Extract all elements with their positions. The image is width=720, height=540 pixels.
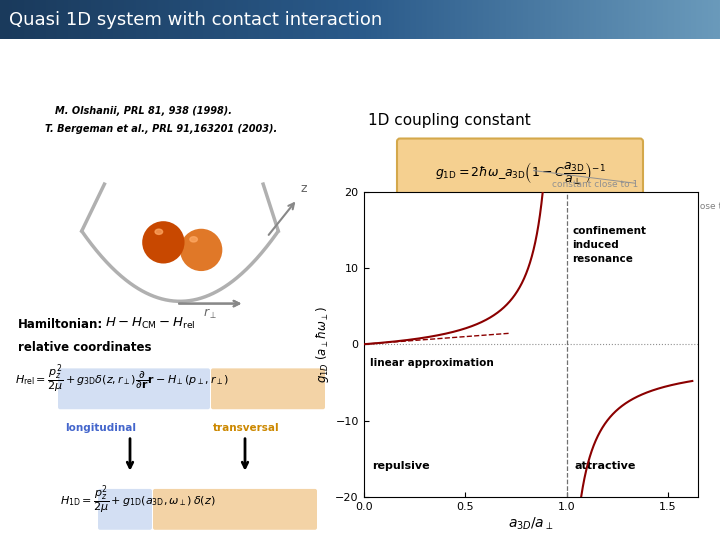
Text: longitudinal: longitudinal (65, 422, 136, 433)
FancyBboxPatch shape (58, 368, 210, 409)
Text: M. Olshanii, PRL 81, 938 (1998).: M. Olshanii, PRL 81, 938 (1998). (55, 106, 232, 116)
Text: relative coordinates: relative coordinates (18, 341, 151, 354)
Circle shape (142, 221, 184, 264)
Text: attractive: attractive (575, 461, 636, 471)
Text: 1D coupling constant: 1D coupling constant (368, 113, 531, 128)
Text: confinement
induced
resonance: confinement induced resonance (572, 226, 647, 264)
Text: repulsive: repulsive (372, 461, 429, 471)
FancyBboxPatch shape (397, 139, 643, 211)
Text: Quasi 1D system with contact interaction: Quasi 1D system with contact interaction (9, 11, 382, 30)
FancyBboxPatch shape (98, 489, 152, 530)
Y-axis label: $g_{1D}$ $(a_{\perp}\hbar\omega_{\perp})$: $g_{1D}$ $(a_{\perp}\hbar\omega_{\perp})… (314, 306, 331, 383)
Text: T. Bergeman et al., PRL 91,163201 (2003).: T. Bergeman et al., PRL 91,163201 (2003)… (45, 124, 277, 134)
FancyBboxPatch shape (211, 368, 325, 409)
Text: z: z (301, 183, 307, 195)
Text: $H_{\mathrm{1D}}=\dfrac{p_z^2}{2\mu}+g_{1\mathrm{D}}(a_{3\mathrm{D}},\omega_\per: $H_{\mathrm{1D}}=\dfrac{p_z^2}{2\mu}+g_{… (60, 484, 215, 517)
Text: $H_{\mathrm{rel}}=\dfrac{p_z^2}{2\mu}+g_{3\mathrm{D}}\delta(z,r_\perp)\dfrac{\pa: $H_{\mathrm{rel}}=\dfrac{p_z^2}{2\mu}+g_… (15, 363, 229, 396)
Text: linear approximation: linear approximation (369, 358, 493, 368)
Text: constant close to 1: constant close to 1 (631, 202, 720, 221)
Text: $r_\perp$: $r_\perp$ (203, 307, 217, 321)
Ellipse shape (155, 229, 163, 234)
Text: constant close to 1: constant close to 1 (552, 180, 638, 189)
Circle shape (180, 229, 222, 271)
Text: $g_{1\mathrm{D}}=2\hbar\omega\_a_{3\mathrm{D}}\left(1-C\dfrac{a_{3\mathrm{D}}}{a: $g_{1\mathrm{D}}=2\hbar\omega\_a_{3\math… (435, 161, 606, 187)
FancyBboxPatch shape (153, 489, 317, 530)
Text: transversal: transversal (213, 422, 279, 433)
X-axis label: $a_{3D}/a_{\perp}$: $a_{3D}/a_{\perp}$ (508, 516, 554, 532)
Text: $H - H_{\mathrm{CM}} - H_{\mathrm{rel}}$: $H - H_{\mathrm{CM}} - H_{\mathrm{rel}}$ (105, 316, 196, 332)
Ellipse shape (190, 237, 197, 242)
Text: Hamiltonian:: Hamiltonian: (18, 318, 103, 332)
